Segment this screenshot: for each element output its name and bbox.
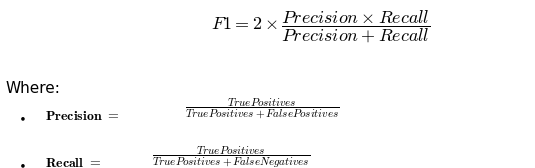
Text: $\mathbf{Recall}$ $\mathbf{=}$: $\mathbf{Recall}$ $\mathbf{=}$ — [45, 156, 102, 168]
Text: $\dfrac{\mathit{TruePositives}}{\mathit{TruePositives+FalseNegatives}}$: $\dfrac{\mathit{TruePositives}}{\mathit{… — [152, 144, 311, 168]
Text: $\dfrac{\mathit{TruePositives}}{\mathit{TruePositives+FalsePositives}}$: $\dfrac{\mathit{TruePositives}}{\mathit{… — [185, 96, 339, 120]
Text: Where:: Where: — [5, 81, 60, 96]
Text: $F1 = 2 \times \dfrac{Precision \times Recall}{Precision + Recall}$: $F1 = 2 \times \dfrac{Precision \times R… — [211, 8, 431, 45]
Text: $\mathbf{Precision}$ $\mathbf{=}$: $\mathbf{Precision}$ $\mathbf{=}$ — [45, 109, 120, 123]
Text: $\bullet$: $\bullet$ — [18, 111, 25, 124]
Text: $\bullet$: $\bullet$ — [18, 158, 25, 168]
